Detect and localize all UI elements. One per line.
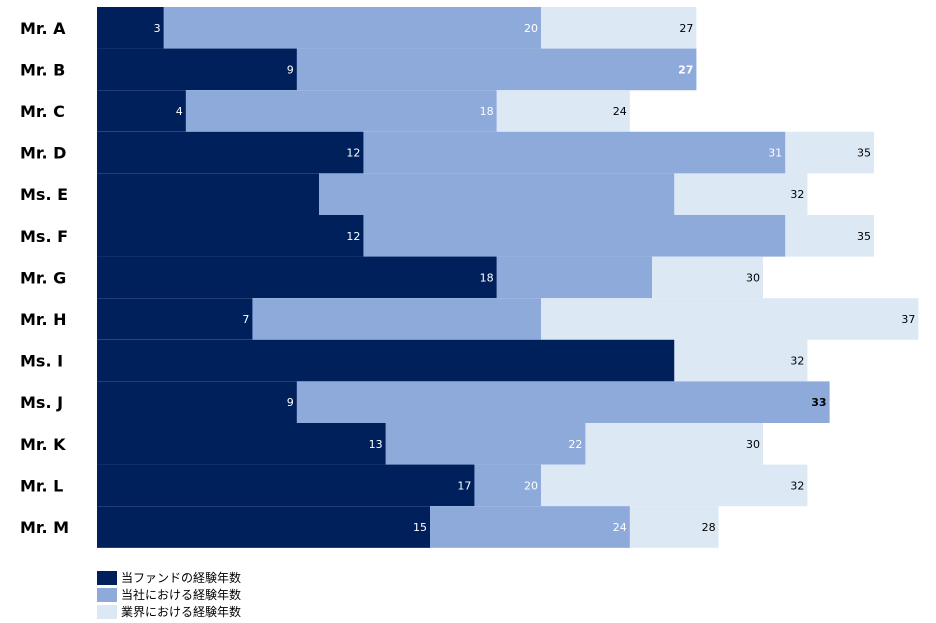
- value-labels-layer: 3 20 27 9 27 4 18 24 12 31 35 32 12 35 18 30 7 37 32 9 33 13 2…: [154, 22, 916, 534]
- category-label-mr-k: Mr. K: [20, 435, 66, 454]
- value-label-fund-mr-b: 9: [287, 63, 294, 76]
- experience-bar-chart: Mr. A Mr. B Mr. C Mr. D Ms. E Ms. F Mr. G Mr. H…: [20, 7, 919, 548]
- bar-company-mr-a: [97, 7, 541, 49]
- value-label-fund-mr-a: 3: [154, 22, 161, 35]
- value-label-company-ms-j: 33: [811, 396, 826, 409]
- bar-fund-mr-b: [97, 48, 297, 91]
- category-label-ms-j: Ms. J: [20, 393, 63, 412]
- legend-label-company: 当社における経験年数: [121, 588, 242, 602]
- value-label-industry-mr-g: 30: [746, 271, 760, 284]
- value-label-fund-mr-g: 18: [480, 271, 494, 284]
- category-label-ms-i: Ms. I: [20, 352, 63, 371]
- legend-swatch-company: [97, 587, 117, 602]
- value-label-company-mr-c: 18: [480, 105, 494, 118]
- category-label-mr-a: Mr. A: [20, 19, 66, 38]
- legend-item-industry: 業界における経験年数: [97, 603, 241, 620]
- legend-swatch-industry: [97, 604, 117, 619]
- value-label-fund-mr-m: 15: [413, 521, 427, 534]
- category-label-ms-e: Ms. E: [20, 185, 68, 204]
- bar-fund-mr-d: [97, 131, 364, 174]
- category-label-mr-b: Mr. B: [20, 60, 65, 79]
- value-label-fund-mr-c: 4: [176, 105, 183, 118]
- value-label-company-mr-b: 27: [678, 63, 693, 76]
- bar-fund-ms-i: [97, 339, 675, 382]
- legend: 当ファンドの経験年数 当社における経験年数 業界における経験年数: [97, 569, 241, 620]
- value-label-industry-ms-e: 32: [790, 188, 804, 201]
- bar-fund-mr-c: [97, 90, 186, 132]
- bar-fund-mr-m: [97, 506, 430, 548]
- value-label-industry-mr-a: 27: [679, 22, 693, 35]
- category-label-mr-g: Mr. G: [20, 268, 66, 287]
- value-label-fund-mr-d: 12: [346, 147, 360, 160]
- value-label-industry-mr-c: 24: [613, 105, 627, 118]
- value-label-company-mr-k: 22: [568, 438, 582, 451]
- bar-fund-ms-f: [97, 215, 364, 257]
- value-label-fund-ms-j: 9: [287, 396, 294, 409]
- bar-fund-mr-g: [97, 256, 497, 299]
- category-labels-layer: Mr. A Mr. B Mr. C Mr. D Ms. E Ms. F Mr. G Mr. H…: [20, 19, 69, 537]
- value-label-industry-mr-l: 32: [790, 479, 804, 492]
- value-label-industry-mr-d: 35: [857, 147, 871, 160]
- legend-item-fund: 当ファンドの経験年数: [97, 569, 241, 586]
- bar-fund-mr-h: [97, 298, 253, 340]
- bar-fund-ms-j: [97, 381, 297, 423]
- value-label-industry-mr-k: 30: [746, 438, 760, 451]
- legend-label-fund: 当ファンドの経験年数: [121, 571, 242, 585]
- category-label-mr-c: Mr. C: [20, 102, 65, 121]
- value-label-company-mr-d: 31: [768, 147, 782, 160]
- value-label-industry-mr-h: 37: [901, 313, 915, 326]
- category-label-mr-h: Mr. H: [20, 310, 67, 329]
- value-label-industry-ms-f: 35: [857, 230, 871, 243]
- value-label-fund-mr-h: 7: [242, 313, 249, 326]
- value-label-company-mr-l: 20: [524, 479, 538, 492]
- category-label-ms-f: Ms. F: [20, 227, 68, 246]
- value-label-company-mr-a: 20: [524, 22, 538, 35]
- value-label-fund-mr-l: 17: [457, 479, 471, 492]
- value-label-industry-mr-m: 28: [702, 521, 716, 534]
- category-label-mr-m: Mr. M: [20, 518, 69, 537]
- legend-swatch-fund: [97, 570, 117, 585]
- value-label-industry-ms-i: 32: [790, 355, 804, 368]
- category-label-mr-d: Mr. D: [20, 144, 66, 163]
- bars-layer: [97, 7, 919, 548]
- value-label-fund-ms-f: 12: [346, 230, 360, 243]
- value-label-fund-mr-k: 13: [369, 438, 383, 451]
- bar-fund-mr-a: [97, 7, 164, 49]
- bar-fund-ms-e: [97, 173, 319, 215]
- bar-fund-mr-l: [97, 464, 475, 507]
- value-label-company-mr-m: 24: [613, 521, 627, 534]
- category-label-mr-l: Mr. L: [20, 476, 63, 495]
- legend-item-company: 当社における経験年数: [97, 586, 241, 603]
- legend-label-industry: 業界における経験年数: [121, 605, 242, 619]
- bar-fund-mr-k: [97, 423, 386, 465]
